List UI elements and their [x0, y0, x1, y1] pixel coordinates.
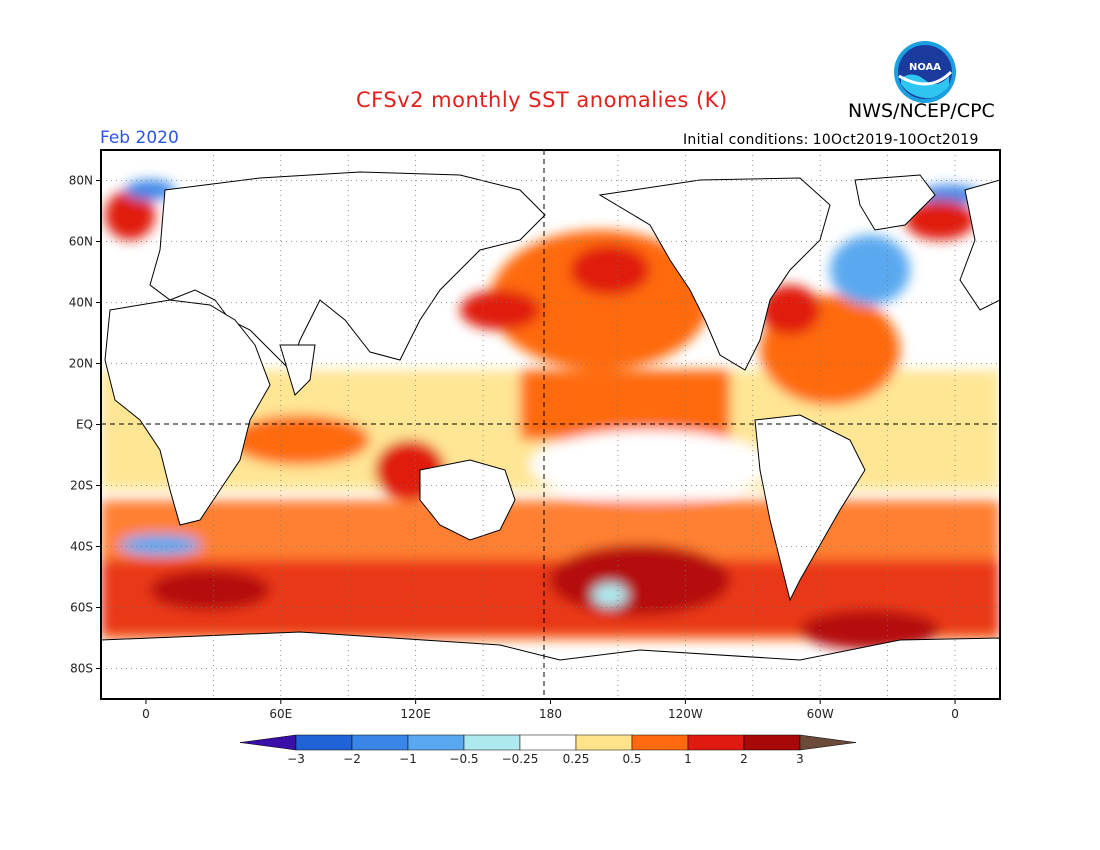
colorbar-max-arrow [799, 734, 857, 751]
agency-label: NWS/NCEP/CPC [848, 100, 995, 122]
colorbar-segment [631, 734, 689, 751]
colorbar-segment [743, 734, 801, 751]
lat-tick-label: 80S [70, 662, 93, 676]
lon-tick-label: 60E [269, 707, 292, 721]
lon-tick-label: 180 [539, 707, 562, 721]
anomaly-field [101, 150, 1000, 699]
lon-tick-label: 0 [142, 707, 150, 721]
logo-text: NOAA [909, 62, 941, 73]
colorbar-segment [519, 734, 577, 751]
lon-tick-label: 120E [400, 707, 431, 721]
colorbar-tick-label: −1 [399, 752, 417, 766]
lon-tick-label: 120W [668, 707, 703, 721]
longitude-labels: 0 60E 120E 180 120W 60W 0 [142, 699, 959, 721]
continents [101, 171, 1000, 699]
colorbar-segment [295, 734, 353, 751]
chart-title: CFSv2 monthly SST anomalies (K) [356, 88, 728, 112]
lat-tick-label: 20S [70, 479, 93, 493]
latitude-labels: 80N 60N 40N 20N EQ 20S 40S 60S 80S [69, 174, 101, 676]
lat-tick-label: 60N [69, 235, 93, 249]
colorbar-tick-label: 0.25 [563, 752, 590, 766]
colorbar-tick-label: 2 [740, 752, 748, 766]
colorbar-tick-label: −2 [343, 752, 361, 766]
lat-tick-label: EQ [76, 418, 93, 432]
lat-tick-label: 80N [69, 174, 93, 188]
colorbar-tick-label: −0.25 [502, 752, 539, 766]
colorbar-segment [463, 734, 521, 751]
noaa-logo-icon: NOAA [894, 41, 956, 103]
colorbar-min-arrow [239, 734, 297, 751]
colorbar-segment [351, 734, 409, 751]
lat-tick-label: 60S [70, 601, 93, 615]
colorbar-tick-label: 0.5 [622, 752, 641, 766]
forecast-month: Feb 2020 [100, 128, 179, 148]
colorbar-tick-label: 1 [684, 752, 692, 766]
colorbar-segment [687, 734, 745, 751]
lon-tick-label: 0 [951, 707, 959, 721]
colorbar-tick-label: −0.5 [449, 752, 478, 766]
initial-conditions: Initial conditions: 10Oct2019-10Oct2019 [683, 132, 979, 148]
initial-conditions-label: Initial conditions: [683, 132, 809, 148]
colorbar-tick-label: −3 [287, 752, 305, 766]
lat-tick-label: 40N [69, 296, 93, 310]
colorbar: −3 −2 −1 −0.5 −0.25 0.25 0.5 1 2 3 [239, 734, 857, 766]
lat-tick-label: 40S [70, 540, 93, 554]
lat-tick-label: 20N [69, 357, 93, 371]
colorbar-segment [575, 734, 633, 751]
lon-tick-label: 60W [807, 707, 834, 721]
colorbar-tick-label: 3 [796, 752, 804, 766]
colorbar-segment [407, 734, 465, 751]
initial-conditions-value: 10Oct2019-10Oct2019 [812, 132, 979, 148]
